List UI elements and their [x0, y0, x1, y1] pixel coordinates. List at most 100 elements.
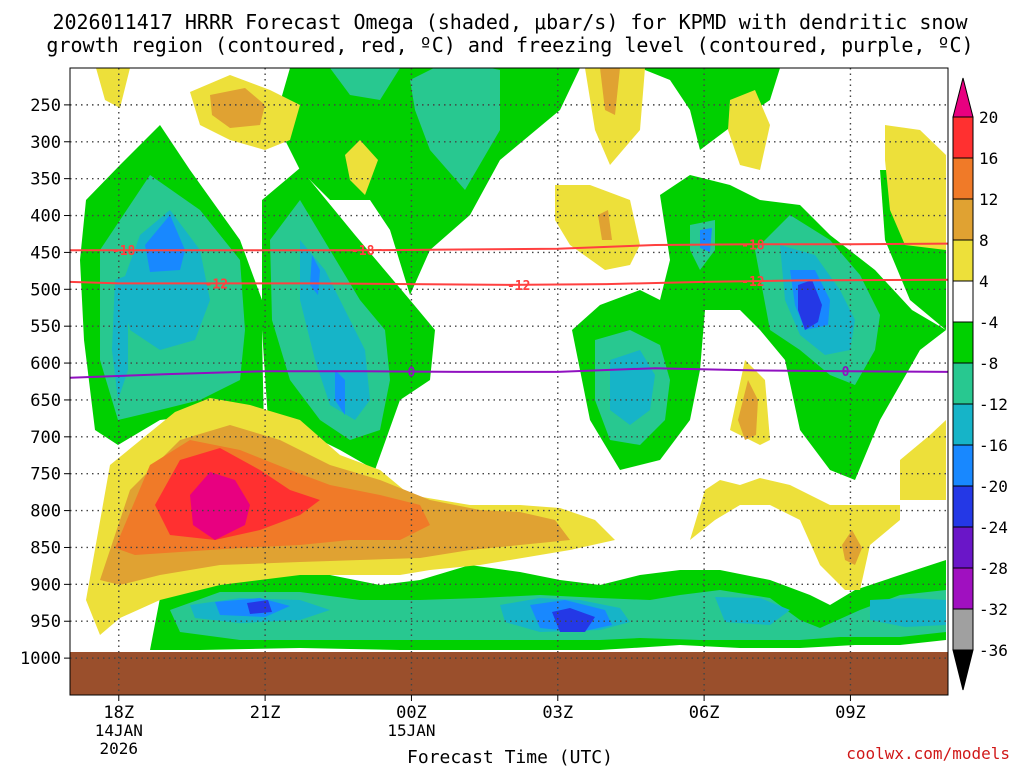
y-tick-label: 450 [30, 243, 61, 263]
contour-label: -12 [205, 277, 228, 292]
colorbar-label: -4 [979, 313, 998, 332]
x-tick-label: 00Z [396, 703, 427, 723]
contour-label: 0 [842, 365, 850, 380]
colorbar-swatch [952, 362, 974, 405]
omega-green-top-band [275, 68, 580, 295]
omega-cyan-left [120, 210, 210, 350]
y-tick-label: 350 [30, 170, 61, 190]
colorbar-swatch [952, 567, 974, 610]
contour-dgz_-12 [70, 278, 948, 286]
y-tick-label: 700 [30, 428, 61, 448]
contour-freezing_0 [70, 367, 948, 379]
y-tick-label: 300 [30, 133, 61, 153]
plot-frame [69, 67, 949, 696]
x-tick-sublabel: 2026 [100, 739, 139, 758]
colorbar-swatch [952, 608, 974, 651]
omega-yellow-right-lower [690, 478, 900, 590]
colorbar-label: 12 [979, 190, 998, 209]
colorbar-label: -16 [979, 436, 1008, 455]
omega-gold-right-vertical [738, 380, 758, 440]
omega-cyan-left-narrow [112, 275, 128, 400]
contour-label: -12 [741, 275, 764, 290]
omega-darkblue-lower-center [552, 608, 595, 632]
omega-teal-top [330, 68, 400, 100]
contour-label: -18 [741, 238, 765, 253]
omega-cyan-lower-mid [715, 597, 790, 625]
y-tick-label: 500 [30, 280, 61, 300]
x-tick-label: 06Z [689, 703, 720, 723]
y-tick-label: 850 [30, 538, 61, 558]
colorbar-label: -20 [979, 477, 1008, 496]
omega-yellow-right-edge [900, 420, 946, 500]
colorbar-label: 16 [979, 149, 998, 168]
colorbar-top-arrow [952, 77, 974, 118]
colorbar-swatch [952, 157, 974, 200]
colorbar-label: -32 [979, 600, 1008, 619]
contour-dgz_-18 [70, 242, 948, 252]
y-tick-label: 750 [30, 465, 61, 485]
colorbar-label: -24 [979, 518, 1008, 537]
x-tick-label: 03Z [542, 703, 573, 723]
chart-title-line-2: growth region (contoured, red, ºC) and f… [46, 33, 973, 57]
colorbar-swatch [952, 239, 974, 282]
colorbar-label: 4 [979, 272, 989, 291]
colorbar-bottom-arrow [952, 649, 974, 691]
x-tick-label: 18Z [103, 703, 134, 723]
colorbar: 20 16 12 8 4 -4 -8 -12 -16 -20 -24 -28 -32 -36 [952, 77, 1008, 691]
y-tick-label: 900 [30, 575, 61, 595]
chart-title-line-1: 2026011417 HRRR Forecast Omega (shaded, … [52, 10, 968, 34]
omega-yellow-right-top [885, 125, 946, 250]
omega-darkblue-right-core [798, 280, 822, 330]
omega-yellow-top-small [345, 140, 378, 195]
colorbar-swatch [952, 485, 974, 528]
contour-label: -18 [351, 244, 375, 259]
y-tick-label: 600 [30, 354, 61, 374]
x-tick-label: 21Z [250, 703, 281, 723]
omega-yellow-top-middle [585, 68, 645, 165]
omega-blue-center [310, 255, 320, 295]
colorbar-swatch [952, 116, 974, 159]
y-tick-label: 550 [30, 317, 61, 337]
contour-label: 0 [408, 366, 416, 381]
y-axis: 250 300 350 400 450 500 550 600 650 700 750 800 850 9… [20, 96, 70, 669]
colorbar-label: -8 [979, 354, 998, 373]
colorbar-label: -36 [979, 641, 1008, 660]
y-tick-label: 250 [30, 96, 61, 116]
omega-darkblue-lower-left [247, 600, 272, 614]
colorbar-label: 8 [979, 231, 989, 250]
contour-label: -18 [112, 244, 136, 259]
x-axis-title: Forecast Time (UTC) [407, 747, 613, 768]
colorbar-label: 20 [979, 108, 998, 127]
y-tick-label: 950 [30, 612, 61, 632]
omega-teal-top-middle [410, 68, 500, 190]
y-tick-label: 400 [30, 207, 61, 227]
x-tick-sublabel: 15JAN [387, 721, 435, 740]
omega-green-top-right [640, 68, 780, 150]
omega-blue-small-1 [700, 228, 712, 252]
omega-blue-center-lower [335, 370, 345, 415]
omega-yellow-top-right [728, 90, 770, 170]
omega-blue-left [145, 215, 185, 272]
colorbar-label: -12 [979, 395, 1008, 414]
colorbar-swatch [952, 444, 974, 487]
colorbar-swatch [952, 321, 974, 364]
x-tick-label: 09Z [835, 703, 866, 723]
credit-text: coolwx.com/models [846, 744, 1010, 763]
omega-gold-top-left [210, 88, 265, 128]
omega-yellow-top-left [96, 68, 130, 108]
y-tick-label: 650 [30, 391, 61, 411]
contour-lines: -18 -18 -18 -12 -12 -12 0 0 [70, 238, 948, 381]
colorbar-swatch [952, 198, 974, 241]
grid-lines [70, 68, 948, 695]
colorbar-label: -28 [979, 559, 1008, 578]
terrain-below-ground [70, 652, 948, 695]
omega-cyan-lower-right [870, 598, 946, 627]
omega-magenta-core [190, 472, 250, 540]
contour-label: -12 [507, 279, 530, 294]
omega-shading [70, 68, 948, 695]
y-tick-label: 1000 [20, 649, 61, 669]
omega-gold-top-middle [600, 68, 620, 115]
omega-gold-middle-right [598, 210, 612, 240]
